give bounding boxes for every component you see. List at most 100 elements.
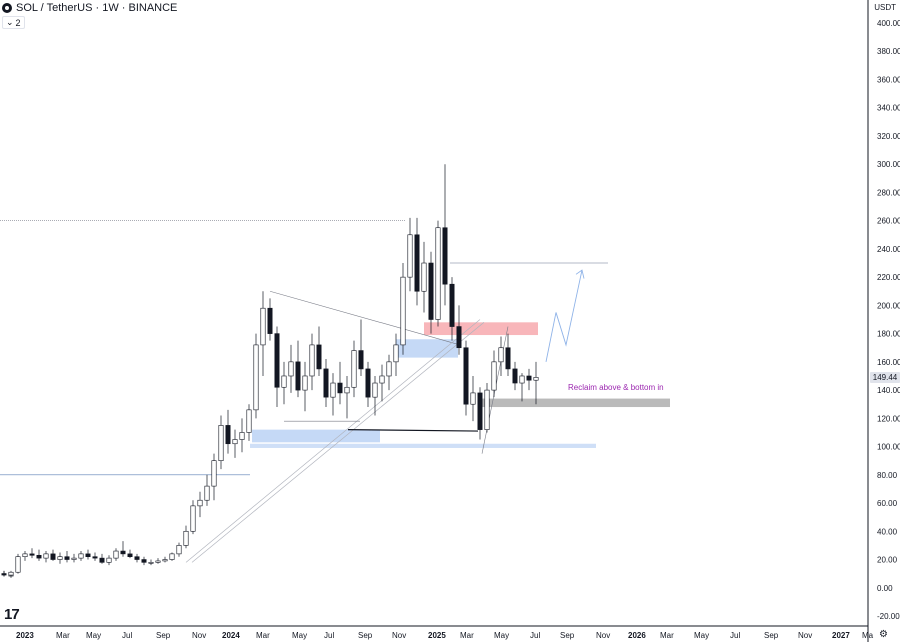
candle-body (106, 557, 112, 563)
candle-body (309, 344, 315, 377)
candle-body (281, 375, 287, 388)
price-tick-label: 280.00 (877, 188, 900, 197)
projected-path (545, 269, 583, 362)
candle-body (505, 347, 511, 370)
candle-body (323, 368, 329, 398)
symbol-legend[interactable]: SOL / TetherUS · 1W · BINANCE (2, 2, 177, 14)
candle-body (484, 389, 490, 430)
candle-body (8, 571, 14, 576)
price-tick-label: 300.00 (877, 160, 900, 169)
chevron-down-icon: ⌄ (6, 17, 14, 27)
time-tick-label: Sep (764, 631, 779, 640)
time-tick-label: Sep (560, 631, 575, 640)
candle-body (498, 347, 504, 363)
candle-body (43, 553, 49, 559)
candle-body (155, 560, 161, 563)
candle-body (491, 361, 497, 391)
demand-zone (252, 429, 380, 443)
price-tick-label: 360.00 (877, 75, 900, 84)
ascending-channel-line (191, 322, 485, 563)
candle-body (365, 368, 371, 398)
time-tick-label: Jul (730, 631, 740, 640)
candle-body (379, 375, 385, 384)
time-tick-label: Nov (192, 631, 206, 640)
time-tick-label: 2025 (428, 631, 446, 640)
indicator-collapse-toggle[interactable]: ⌄ 2 (2, 16, 25, 29)
time-tick-label: 2026 (628, 631, 646, 640)
time-tick-label: May (694, 631, 709, 640)
candle-body (267, 307, 273, 334)
time-tick-label: May (292, 631, 307, 640)
candle-body (29, 553, 35, 556)
candle-body (456, 326, 462, 349)
time-tick-label: Ma (862, 631, 874, 640)
candle-body (260, 307, 266, 346)
time-tick-label: 2027 (832, 631, 850, 640)
candle-body (344, 386, 350, 394)
time-tick-label: Mar (660, 631, 674, 640)
candle-body (407, 234, 413, 278)
candle-body (197, 499, 203, 507)
time-tick-label: Jul (122, 631, 132, 640)
candle-body (239, 432, 245, 440)
projected-path-arrowhead (575, 269, 585, 279)
annotation-label: Reclaim above & bottom in (568, 383, 664, 392)
candle-body (211, 460, 217, 487)
price-tick-label: 320.00 (877, 132, 900, 141)
candle-body (204, 485, 210, 501)
price-tick-label: 340.00 (877, 104, 900, 113)
candle-body (442, 227, 448, 285)
candle-body (463, 347, 469, 405)
candle-body (113, 550, 119, 559)
time-tick-label: 2024 (222, 631, 240, 640)
price-tick-label: 380.00 (877, 47, 900, 56)
demand-zone-lower (250, 443, 596, 448)
candle-body (225, 425, 231, 445)
price-tick-label: 220.00 (877, 273, 900, 282)
time-tick-label: Nov (596, 631, 610, 640)
time-tick-label: May (86, 631, 101, 640)
time-tick-label: Sep (156, 631, 171, 640)
candle-body (1, 573, 7, 576)
tradingview-logo-icon[interactable]: 17 (4, 606, 20, 623)
price-tick-label: 260.00 (877, 217, 900, 226)
gear-icon[interactable]: ⚙ (879, 629, 888, 640)
candle-body (57, 556, 63, 560)
plot-area: Reclaim above & bottom in (0, 164, 670, 578)
price-tick-label: 40.00 (877, 527, 898, 536)
demand-zone-upper (396, 339, 458, 358)
price-axis: 400.00 380.00 360.00 340.00 320.00 300.00 280.… (877, 19, 900, 621)
candle-body (351, 350, 357, 388)
candle-body (183, 530, 189, 546)
candle-body (477, 392, 483, 430)
candle-body (71, 557, 77, 560)
price-tick-label: 140.00 (877, 386, 900, 395)
candle-body (162, 559, 168, 562)
time-tick-label: Nov (392, 631, 406, 640)
price-tick-label: 120.00 (877, 414, 900, 423)
price-tick-label: 60.00 (877, 499, 898, 508)
candle-body (295, 361, 301, 391)
candle-body (232, 439, 238, 445)
candle-body (526, 375, 532, 381)
currency-label[interactable]: USDT (874, 3, 896, 12)
time-tick-label: May (494, 631, 509, 640)
candle-body (302, 375, 308, 391)
price-tick-label: 20.00 (877, 556, 898, 565)
candle-body (519, 375, 525, 384)
candle-body (414, 234, 420, 292)
candle-body (176, 545, 182, 555)
price-tick-label: 180.00 (877, 330, 900, 339)
symbol-label: SOL / TetherUS · 1W · BINANCE (16, 2, 178, 14)
range-low-line (347, 429, 479, 432)
time-tick-label: 2023 (16, 631, 34, 640)
price-tick-label: 240.00 (877, 245, 900, 254)
candle-body (78, 553, 84, 559)
time-tick-label: Nov (798, 631, 812, 640)
candle-body (421, 262, 427, 292)
candle-body (386, 361, 392, 377)
descending-trendline (269, 290, 461, 346)
time-tick-label: Sep (358, 631, 373, 640)
candle-body (337, 382, 343, 394)
